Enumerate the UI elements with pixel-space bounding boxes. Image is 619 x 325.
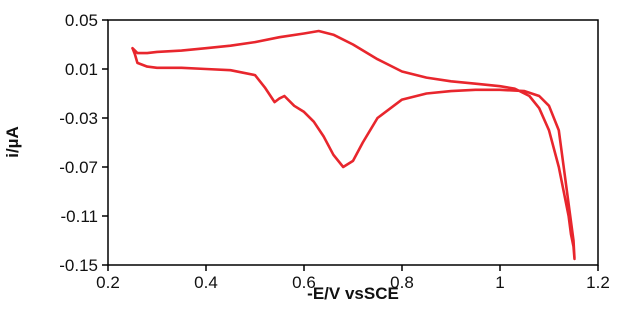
- y-tick-label: -0.15: [59, 256, 98, 275]
- x-tick-label: 0.8: [390, 273, 414, 292]
- y-tick-label: 0.01: [65, 60, 98, 79]
- y-tick-label: -0.03: [59, 109, 98, 128]
- x-axis-label: -E/V vsSCE: [307, 284, 399, 303]
- x-tick-label: 0.6: [292, 273, 316, 292]
- ticks-layer: [102, 19, 599, 271]
- voltammogram-line: [131, 29, 576, 261]
- x-tick-label: 0.4: [194, 273, 218, 292]
- tick-labels-layer: 0.2 0.4 0.6 0.8 1 1.2 0.05 0.01 -0.03 -0.07 -0.11 -…: [59, 11, 610, 292]
- x-tick-label: 0.2: [96, 273, 120, 292]
- x-tick-label: 1.2: [586, 273, 610, 292]
- x-tick-label: 1: [495, 273, 504, 292]
- series-layer: [131, 29, 576, 261]
- y-tick-label: -0.11: [61, 207, 99, 226]
- y-tick-label: -0.07: [59, 158, 98, 177]
- y-axis-label: i/µA: [3, 126, 22, 158]
- plot-frame: [107, 19, 599, 266]
- y-tick-label: 0.05: [65, 11, 98, 30]
